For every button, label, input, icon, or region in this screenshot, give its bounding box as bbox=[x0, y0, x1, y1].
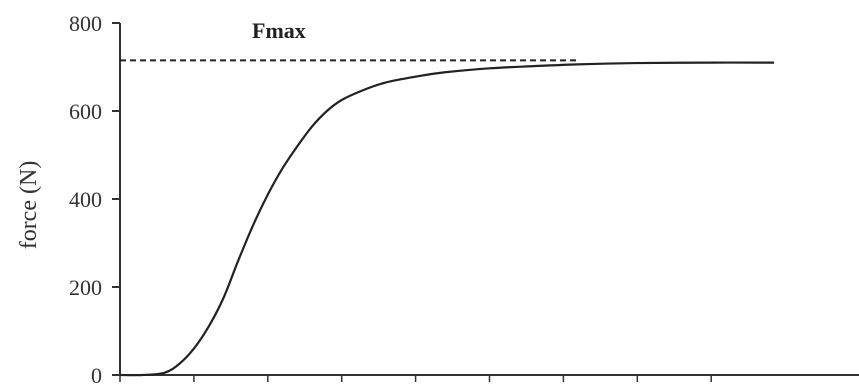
force-curve bbox=[119, 61, 775, 377]
x-axis bbox=[119, 374, 859, 382]
y-tick-label: 0 bbox=[91, 363, 102, 385]
fmax-label: Fmax bbox=[252, 18, 306, 43]
y-tick-label: 200 bbox=[69, 275, 102, 300]
y-axis: 0 200 400 600 800 bbox=[69, 11, 121, 385]
y-tick-label: 800 bbox=[69, 11, 102, 36]
y-tick-label: 600 bbox=[69, 99, 102, 124]
y-axis-title: force (N) bbox=[16, 161, 42, 250]
plot-area bbox=[119, 59, 775, 377]
y-tick-label: 400 bbox=[69, 187, 102, 212]
